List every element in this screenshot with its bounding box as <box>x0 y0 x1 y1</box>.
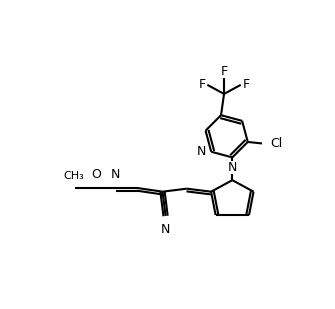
Text: O: O <box>91 168 101 181</box>
Text: N: N <box>161 223 170 236</box>
Text: CH₃: CH₃ <box>64 171 84 181</box>
Text: Cl: Cl <box>271 137 283 150</box>
Text: N: N <box>196 145 206 158</box>
Text: F: F <box>220 65 227 78</box>
Text: F: F <box>243 78 250 91</box>
Text: F: F <box>198 78 205 91</box>
Text: N: N <box>228 161 237 174</box>
Text: N: N <box>111 168 121 181</box>
